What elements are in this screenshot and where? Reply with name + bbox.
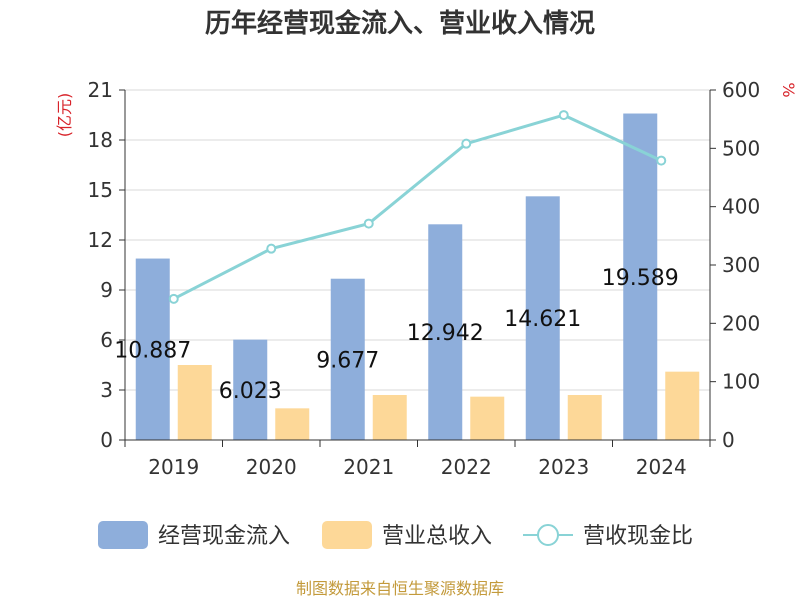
- legend-label-cash-inflow: 经营现金流入: [158, 524, 290, 549]
- bar-cash-inflow: [135, 258, 170, 440]
- ratio-point: [656, 155, 667, 166]
- bar-cash-inflow: [330, 278, 365, 440]
- legend-marker-ratio: [537, 524, 559, 546]
- legend-swatch-cash-inflow: [98, 521, 148, 549]
- x-tick-label: 2023: [538, 455, 589, 479]
- ratio-point: [168, 293, 179, 304]
- legend-swatch-total-revenue: [322, 521, 372, 549]
- x-tick-label: 2019: [148, 455, 199, 479]
- ratio-point: [363, 218, 374, 229]
- y-right-tick-label: 600: [722, 78, 760, 102]
- bar-cash-inflow: [428, 224, 463, 440]
- y-left-tick-label: 9: [100, 278, 113, 302]
- ratio-series-line: [173, 113, 662, 301]
- y-right-tick-label: 200: [722, 311, 760, 335]
- y-right-tick-label: 0: [722, 428, 735, 452]
- bar-total-revenue: [665, 371, 700, 440]
- bar-total-revenue: [275, 408, 310, 440]
- y-left-tick-label: 6: [100, 328, 113, 352]
- ratio-point: [461, 138, 472, 149]
- y-right-tick-label: 100: [722, 370, 760, 394]
- y-right-tick-label: 400: [722, 195, 760, 219]
- data-label-cash-inflow: 12.942: [407, 321, 484, 346]
- ratio-point: [558, 110, 569, 121]
- bar-total-revenue: [372, 395, 407, 440]
- chart-title: 历年经营现金流入、营业收入情况: [205, 8, 595, 39]
- ratio-point: [266, 243, 277, 254]
- x-tick-label: 2021: [343, 455, 394, 479]
- legend: 经营现金流入 营业总收入 营收现金比: [98, 521, 693, 549]
- y-axis-left-label: (亿元): [55, 93, 74, 138]
- x-tick-label: 2022: [441, 455, 492, 479]
- legend-label-total-revenue: 营业总收入: [382, 524, 492, 549]
- y-right-tick-label: 300: [722, 253, 760, 277]
- legend-label-ratio: 营收现金比: [583, 524, 693, 549]
- source-note: 制图数据来自恒生聚源数据库: [296, 579, 504, 598]
- bar-total-revenue: [177, 365, 212, 440]
- bar-total-revenue: [470, 396, 505, 440]
- x-tick-label: 2024: [636, 455, 687, 479]
- bar-total-revenue: [567, 395, 602, 440]
- axes: 0 3 6 9 12 15 18 21 0 100 200 300 400 500 600 2019 2020 2…: [88, 78, 761, 479]
- x-tick-label: 2020: [246, 455, 297, 479]
- data-labels: 10.887 6.023 9.677 12.942 14.621 19.589: [114, 266, 678, 404]
- ratio-line: [168, 110, 667, 304]
- data-label-cash-inflow: 9.677: [316, 348, 379, 373]
- data-label-cash-inflow: 6.023: [219, 379, 282, 404]
- y-left-tick-label: 3: [100, 378, 113, 402]
- bar-cash-inflow: [233, 339, 268, 440]
- data-label-cash-inflow: 10.887: [114, 338, 191, 363]
- y-left-tick-label: 18: [88, 128, 113, 152]
- y-left-tick-label: 21: [88, 78, 113, 102]
- y-left-tick-label: 0: [100, 428, 113, 452]
- data-label-cash-inflow: 19.589: [602, 266, 679, 291]
- y-axis-right-label: %: [779, 82, 798, 97]
- bar-cash-inflow: [623, 113, 658, 441]
- y-left-tick-label: 12: [88, 228, 113, 252]
- data-label-cash-inflow: 14.621: [504, 307, 581, 332]
- bars: [135, 113, 700, 441]
- grid-lines: [125, 89, 710, 391]
- y-left-tick-label: 15: [88, 178, 113, 202]
- bar-cash-inflow: [525, 196, 560, 440]
- y-right-tick-label: 500: [722, 136, 760, 160]
